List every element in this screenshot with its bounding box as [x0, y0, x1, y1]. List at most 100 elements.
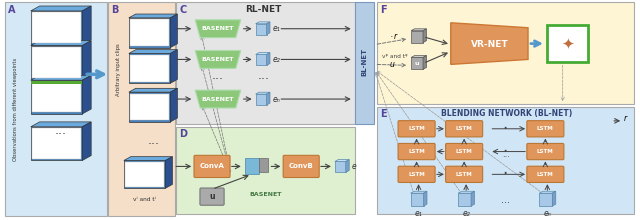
Polygon shape: [255, 22, 270, 24]
Text: u: u: [209, 192, 215, 201]
Text: r: r: [624, 114, 627, 123]
Text: C: C: [179, 5, 187, 15]
Bar: [458, 193, 471, 206]
Text: ...: ...: [148, 134, 159, 147]
Polygon shape: [83, 6, 91, 45]
Bar: [31, 81, 83, 84]
Polygon shape: [31, 41, 91, 46]
Text: BASENET: BASENET: [202, 97, 234, 102]
Bar: [411, 31, 423, 43]
Bar: [129, 18, 170, 48]
Bar: [259, 158, 269, 172]
Polygon shape: [266, 53, 270, 65]
Polygon shape: [411, 29, 426, 31]
Bar: [378, 107, 634, 214]
Polygon shape: [166, 157, 172, 188]
Polygon shape: [129, 88, 177, 92]
Text: ·: ·: [502, 165, 508, 183]
Polygon shape: [195, 20, 241, 38]
Bar: [129, 92, 170, 122]
Bar: [131, 94, 169, 120]
Text: vⁱ and tⁱ: vⁱ and tⁱ: [133, 197, 156, 202]
Bar: [5, 2, 107, 216]
FancyBboxPatch shape: [445, 166, 483, 182]
Text: eₙ: eₙ: [273, 95, 280, 104]
Text: ✦: ✦: [561, 36, 574, 51]
Text: e₂: e₂: [273, 55, 280, 64]
Text: e₁: e₁: [415, 209, 422, 218]
Text: u: u: [389, 60, 394, 69]
Text: eₙ: eₙ: [543, 209, 551, 218]
Text: BASENET: BASENET: [250, 192, 282, 197]
Text: ...: ...: [502, 150, 510, 159]
Bar: [31, 80, 83, 114]
Text: ConvA: ConvA: [200, 163, 225, 169]
Text: ...: ...: [212, 69, 224, 82]
Text: BL-NET: BL-NET: [362, 48, 367, 77]
Polygon shape: [83, 75, 91, 114]
Polygon shape: [31, 6, 91, 11]
Bar: [255, 24, 266, 35]
Text: Observations from different viewpoints: Observations from different viewpoints: [13, 57, 19, 161]
Bar: [32, 128, 81, 159]
Bar: [335, 161, 346, 172]
Polygon shape: [266, 92, 270, 105]
FancyBboxPatch shape: [200, 188, 224, 205]
Polygon shape: [170, 50, 177, 83]
FancyBboxPatch shape: [527, 121, 564, 137]
Text: LSTM: LSTM: [408, 126, 425, 131]
Text: RL-NET: RL-NET: [245, 5, 282, 14]
Text: A: A: [8, 5, 15, 15]
Bar: [378, 2, 634, 104]
Polygon shape: [83, 122, 91, 160]
Text: u: u: [415, 61, 419, 66]
Polygon shape: [458, 191, 474, 193]
Text: ...: ...: [257, 69, 269, 82]
Polygon shape: [540, 191, 556, 193]
Bar: [177, 127, 355, 214]
FancyBboxPatch shape: [398, 143, 435, 160]
Text: BLENDING NETWORK (BL-NET): BLENDING NETWORK (BL-NET): [440, 109, 572, 118]
Polygon shape: [195, 90, 241, 108]
Polygon shape: [335, 160, 349, 161]
Polygon shape: [31, 122, 91, 127]
Bar: [129, 53, 170, 83]
Text: LSTM: LSTM: [537, 172, 554, 177]
Polygon shape: [255, 53, 270, 55]
Text: LSTM: LSTM: [408, 149, 425, 154]
Text: ·: ·: [502, 120, 508, 138]
FancyBboxPatch shape: [527, 143, 564, 160]
Bar: [108, 2, 175, 216]
Text: LSTM: LSTM: [537, 126, 554, 131]
Polygon shape: [170, 88, 177, 122]
Polygon shape: [266, 22, 270, 35]
Polygon shape: [195, 51, 241, 68]
FancyBboxPatch shape: [445, 143, 483, 160]
Text: Arbitrary input clips: Arbitrary input clips: [116, 43, 122, 96]
Bar: [411, 57, 423, 69]
FancyBboxPatch shape: [398, 121, 435, 137]
Polygon shape: [129, 14, 177, 18]
Bar: [177, 2, 355, 124]
Text: ·: ·: [502, 143, 508, 161]
Text: LSTM: LSTM: [456, 126, 472, 131]
FancyBboxPatch shape: [445, 121, 483, 137]
Bar: [125, 162, 164, 187]
Bar: [131, 55, 169, 82]
Bar: [255, 94, 266, 105]
Polygon shape: [411, 55, 426, 57]
Text: D: D: [179, 129, 188, 139]
Polygon shape: [83, 41, 91, 79]
Polygon shape: [124, 157, 172, 160]
Text: B: B: [111, 5, 118, 15]
Text: ConvB: ConvB: [289, 163, 314, 169]
Polygon shape: [411, 191, 427, 193]
Polygon shape: [552, 191, 556, 206]
Bar: [131, 19, 169, 46]
Text: LSTM: LSTM: [408, 172, 425, 177]
Text: e₂: e₂: [462, 209, 470, 218]
Text: ...: ...: [500, 195, 509, 205]
Text: F: F: [380, 5, 387, 15]
Polygon shape: [471, 191, 474, 206]
Bar: [355, 2, 374, 124]
